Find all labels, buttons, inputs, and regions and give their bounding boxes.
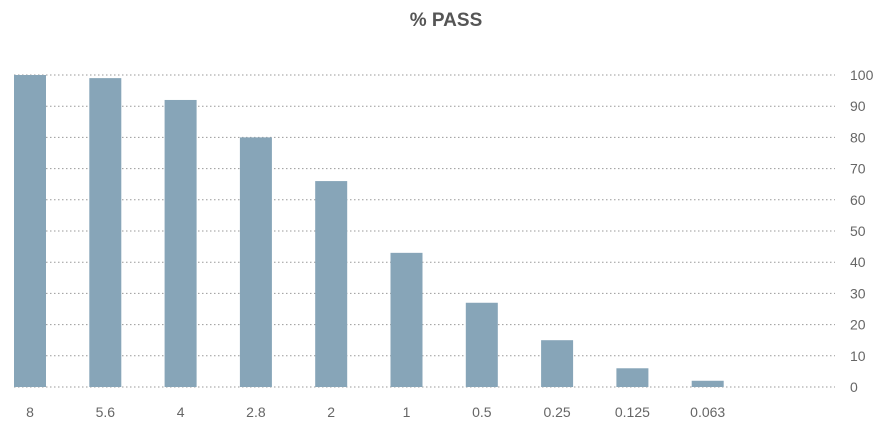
- chart-title: % PASS: [409, 10, 483, 31]
- bar: [465, 302, 498, 387]
- x-tick-label: 1: [403, 404, 411, 420]
- x-tick-label: 0.063: [690, 404, 725, 420]
- bar: [541, 340, 574, 387]
- y-tick-label: 20: [850, 317, 866, 333]
- y-tick-label: 90: [850, 98, 866, 114]
- y-tick-label: 10: [850, 348, 866, 364]
- x-tick-label: 0.5: [472, 404, 492, 420]
- x-tick-label: 8: [26, 404, 34, 420]
- gridlines: [14, 74, 835, 388]
- bar: [239, 137, 272, 387]
- y-tick-label: 40: [850, 254, 866, 270]
- x-tick-label: 4: [177, 404, 185, 420]
- y-tick-label: 30: [850, 285, 866, 301]
- x-tick-label: 0.25: [543, 404, 570, 420]
- x-tick-label: 2: [327, 404, 335, 420]
- y-tick-label: 80: [850, 129, 866, 145]
- y-tick-label: 70: [850, 161, 866, 177]
- y-tick-label: 60: [850, 192, 866, 208]
- bars: [14, 75, 724, 388]
- x-tick-label: 0.125: [615, 404, 650, 420]
- bar: [315, 181, 348, 387]
- y-tick-label: 100: [850, 67, 874, 83]
- bar: [14, 75, 46, 387]
- y-tick-label: 0: [850, 379, 858, 395]
- bar: [691, 380, 724, 387]
- x-tick-label: 2.8: [246, 404, 266, 420]
- bar: [616, 368, 649, 387]
- bar: [164, 99, 197, 388]
- x-axis-tick-labels: 8 5.6 4 2.8 2 1 0.5 0.25 0.125 0.063: [26, 404, 725, 420]
- bar: [89, 78, 122, 388]
- x-tick-label: 5.6: [96, 404, 116, 420]
- y-axis-tick-labels: 0 10 20 30 40 50 60 70 80 90 100: [850, 67, 874, 395]
- y-tick-label: 50: [850, 223, 866, 239]
- bar: [390, 252, 423, 387]
